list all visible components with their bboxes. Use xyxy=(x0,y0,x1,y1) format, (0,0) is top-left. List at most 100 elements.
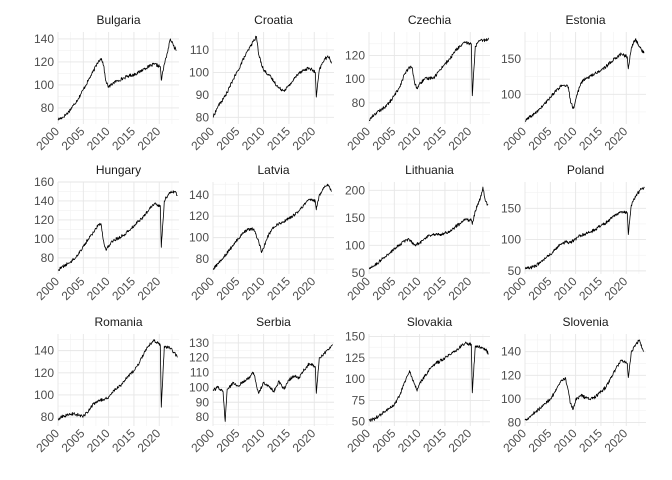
x-tick-label: 2010 xyxy=(395,274,424,303)
y-tick-label: 120 xyxy=(189,351,209,365)
major-grid xyxy=(368,334,490,426)
y-tick-label: 80 xyxy=(196,410,210,424)
panel-title: Slovenia xyxy=(562,315,608,329)
x-tick-label: 2000 xyxy=(33,426,62,455)
y-tick-label: 120 xyxy=(345,49,365,63)
x-tick-label: 2000 xyxy=(500,124,529,153)
y-tick-label: 100 xyxy=(34,388,54,402)
x-tick-label: 2005 xyxy=(370,124,399,153)
x-tick-label: 2005 xyxy=(526,426,555,455)
panel-title: Croatia xyxy=(254,13,293,27)
series-line-poland xyxy=(524,186,645,270)
y-tick-label: 50 xyxy=(352,415,366,429)
x-tick-label: 2010 xyxy=(395,426,424,455)
panel-title: Latvia xyxy=(257,163,289,177)
x-tick-label: 2015 xyxy=(264,124,293,153)
x-tick-label: 2020 xyxy=(602,124,631,153)
series-line-estonia xyxy=(524,38,645,122)
y-tick-label: 50 xyxy=(508,264,522,278)
series-line-czechia xyxy=(369,37,489,121)
y-tick-label: 110 xyxy=(190,366,209,380)
x-tick-label: 2005 xyxy=(526,274,555,303)
y-tick-label: 100 xyxy=(189,65,209,79)
y-tick-label: 100 xyxy=(501,392,521,406)
x-tick-label: 2020 xyxy=(135,124,164,153)
series-line-latvia xyxy=(212,183,332,271)
series-line-hungary xyxy=(58,190,178,271)
x-tick-label: 2020 xyxy=(602,274,631,303)
x-tick-label: 2020 xyxy=(446,124,475,153)
y-tick-label: 120 xyxy=(34,366,54,380)
x-tick-label: 2015 xyxy=(264,426,293,455)
major-grid xyxy=(57,32,179,124)
x-tick-label: 2015 xyxy=(420,426,449,455)
x-tick-label: 2020 xyxy=(135,426,164,455)
x-tick-label: 2020 xyxy=(446,274,475,303)
x-tick-label: 2015 xyxy=(420,124,449,153)
major-grid xyxy=(57,334,179,426)
y-tick-label: 90 xyxy=(196,88,210,102)
y-tick-label: 150 xyxy=(345,330,365,344)
y-tick-label: 140 xyxy=(34,344,54,358)
x-tick-label: 2015 xyxy=(109,124,138,153)
major-grid xyxy=(212,334,334,426)
y-tick-label: 80 xyxy=(196,110,210,124)
x-tick-label: 2005 xyxy=(214,274,243,303)
y-tick-label: 120 xyxy=(34,213,54,227)
y-tick-label: 140 xyxy=(34,194,54,208)
panel-title: Poland xyxy=(567,163,604,177)
series-line-bulgaria xyxy=(57,38,177,121)
y-tick-label: 75 xyxy=(352,393,366,407)
minor-grid xyxy=(525,334,646,426)
minor-grid xyxy=(525,32,646,124)
y-tick-label: 80 xyxy=(196,252,210,266)
y-tick-label: 100 xyxy=(34,78,54,92)
x-tick-label: 2000 xyxy=(344,274,373,303)
x-tick-label: 2005 xyxy=(214,124,243,153)
panel-title: Slovakia xyxy=(407,315,453,329)
x-tick-label: 2005 xyxy=(370,274,399,303)
x-tick-label: 2000 xyxy=(500,426,529,455)
x-tick-label: 2020 xyxy=(446,426,475,455)
x-tick-label: 2000 xyxy=(344,426,373,455)
x-tick-label: 2015 xyxy=(109,274,138,303)
x-tick-label: 2010 xyxy=(239,124,268,153)
y-tick-label: 100 xyxy=(189,380,209,394)
y-tick-label: 100 xyxy=(501,87,521,101)
y-tick-label: 150 xyxy=(345,211,365,225)
x-tick-label: 2000 xyxy=(500,274,529,303)
panel-slovakia: Slovakia 50 75 100 125 150 2000200520102015202… xyxy=(344,315,490,455)
panel-title: Serbia xyxy=(256,315,291,329)
x-tick-label: 2000 xyxy=(188,124,217,153)
y-tick-label: 100 xyxy=(345,372,365,386)
x-tick-label: 2005 xyxy=(59,274,88,303)
x-tick-label: 2000 xyxy=(188,426,217,455)
y-tick-label: 100 xyxy=(189,231,209,245)
y-tick-label: 140 xyxy=(34,32,54,46)
y-tick-label: 120 xyxy=(501,368,521,382)
y-tick-label: 80 xyxy=(41,251,55,265)
y-tick-label: 200 xyxy=(345,183,365,197)
x-tick-label: 2000 xyxy=(344,124,373,153)
major-grid xyxy=(368,182,490,274)
x-tick-label: 2015 xyxy=(576,426,605,455)
x-tick-label: 2000 xyxy=(33,274,62,303)
x-tick-label: 2005 xyxy=(526,124,555,153)
x-tick-label: 2010 xyxy=(239,274,268,303)
major-grid xyxy=(524,32,646,124)
y-tick-label: 125 xyxy=(345,351,365,365)
panel-title: Hungary xyxy=(96,163,141,177)
x-tick-label: 2010 xyxy=(395,124,424,153)
major-grid xyxy=(524,334,646,426)
x-tick-label: 2015 xyxy=(264,274,293,303)
y-tick-label: 80 xyxy=(352,96,366,110)
y-tick-label: 90 xyxy=(196,395,210,409)
y-tick-label: 100 xyxy=(345,238,365,252)
series-line-lithuania xyxy=(368,186,489,270)
